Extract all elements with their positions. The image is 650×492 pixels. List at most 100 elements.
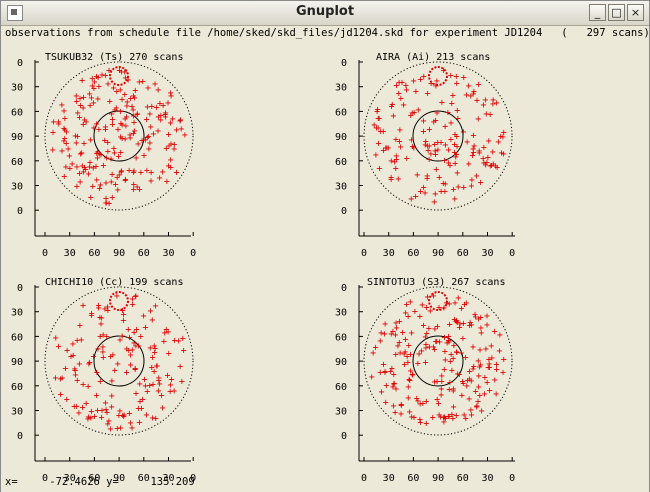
scan-point: + (393, 151, 399, 162)
scan-point: + (62, 125, 68, 136)
scan-point: + (154, 361, 160, 372)
scan-point: + (413, 192, 419, 203)
scan-point: + (85, 382, 91, 393)
scan-point: + (109, 192, 115, 203)
scan-point: + (455, 182, 461, 193)
scan-point: + (421, 182, 427, 193)
scan-point: + (155, 126, 161, 137)
scan-point: + (104, 407, 110, 418)
x-tick-label: 60 (88, 473, 100, 484)
scan-point: + (97, 313, 103, 324)
scan-point: + (436, 410, 442, 421)
scan-point: + (454, 318, 460, 329)
scan-point: + (91, 411, 97, 422)
scan-point: + (121, 411, 127, 422)
scan-point: + (455, 113, 461, 124)
scan-point: + (90, 182, 96, 193)
scan-point: + (96, 125, 102, 136)
scan-point: + (131, 179, 137, 190)
scan-point: + (171, 139, 177, 150)
scan-point: + (123, 367, 129, 378)
scan-point: + (149, 315, 155, 326)
scan-point: + (398, 400, 404, 411)
scan-point: + (423, 419, 429, 430)
scan-point: + (426, 324, 432, 335)
scan-point: + (97, 183, 103, 194)
scan-point: + (91, 83, 97, 94)
scan-point: + (105, 138, 111, 149)
scan-point: + (460, 379, 466, 390)
minimize-button[interactable]: _ (589, 4, 606, 21)
maximize-button[interactable]: □ (608, 4, 625, 21)
scan-point: + (94, 153, 100, 164)
scan-point: + (114, 291, 120, 302)
y-tick-label: 60 (11, 382, 23, 393)
scan-point: + (438, 384, 444, 395)
scan-point: + (436, 303, 442, 314)
scan-point: + (417, 74, 423, 85)
scan-point: + (151, 366, 157, 377)
scan-point: + (450, 386, 456, 397)
x-tick-label: 30 (64, 473, 76, 484)
scan-point: + (149, 363, 155, 374)
scan-point: + (466, 81, 472, 92)
scan-point: + (140, 76, 146, 87)
x-tick-label: 90 (113, 473, 125, 484)
scan-point: + (420, 116, 426, 127)
scan-point: + (376, 163, 382, 174)
scan-point: + (477, 362, 483, 373)
scan-point: + (141, 151, 147, 162)
scan-point: + (122, 114, 128, 125)
scan-point: + (147, 381, 153, 392)
scan-point: + (56, 119, 62, 130)
scan-point: + (494, 364, 500, 375)
title-bar[interactable]: Gnuplot _ □ × (1, 1, 649, 26)
scan-point: + (135, 139, 141, 150)
scan-point: + (426, 342, 432, 353)
scan-point: + (425, 145, 431, 156)
x-tick-label: 90 (432, 473, 444, 484)
scan-point: + (454, 142, 460, 153)
scan-point: + (139, 135, 145, 146)
scan-point: + (96, 149, 102, 160)
x-tick-label: 0 (42, 248, 48, 259)
scan-point: + (476, 148, 482, 159)
y-tick-label: 60 (335, 332, 347, 343)
scan-point: + (123, 174, 129, 185)
scan-point: + (434, 395, 440, 406)
sky-plots[interactable]: TSUKUB32 (Ts) 270 scans 0 30 60 90 60 30 0 0 30 60… (1, 26, 649, 492)
app-icon[interactable] (7, 5, 23, 21)
x-tick-label: 30 (383, 473, 395, 484)
scan-point: + (442, 122, 448, 133)
scan-point: + (165, 98, 171, 109)
scan-point: + (404, 85, 410, 96)
scan-point: + (407, 349, 413, 360)
scan-point: + (402, 359, 408, 370)
scan-point: + (395, 174, 401, 185)
scan-point: + (417, 312, 423, 323)
scan-point: + (61, 172, 67, 183)
x-tick-label: 60 (138, 473, 150, 484)
close-button[interactable]: × (627, 4, 644, 21)
scan-point: + (443, 298, 449, 309)
y-tick-label: 30 (11, 308, 23, 319)
scan-point: + (160, 101, 166, 112)
scan-point: + (424, 329, 430, 340)
scan-point: + (100, 342, 106, 353)
scan-point: + (155, 112, 161, 123)
scan-point: + (123, 121, 129, 132)
plot-canvas[interactable]: observations from schedule file /home/sk… (1, 26, 649, 492)
y-tick-label: 90 (335, 357, 347, 368)
scan-point: + (444, 338, 450, 349)
scan-point: + (403, 335, 409, 346)
scan-point: + (123, 73, 129, 84)
scan-point: + (103, 398, 109, 409)
scan-point: + (79, 161, 85, 172)
source-ring (109, 291, 129, 311)
scan-point: + (63, 127, 69, 138)
scan-point: + (485, 152, 491, 163)
scan-point: + (182, 130, 188, 141)
scan-point: + (89, 74, 95, 85)
scan-point: + (452, 194, 458, 205)
scan-point: + (96, 81, 102, 92)
